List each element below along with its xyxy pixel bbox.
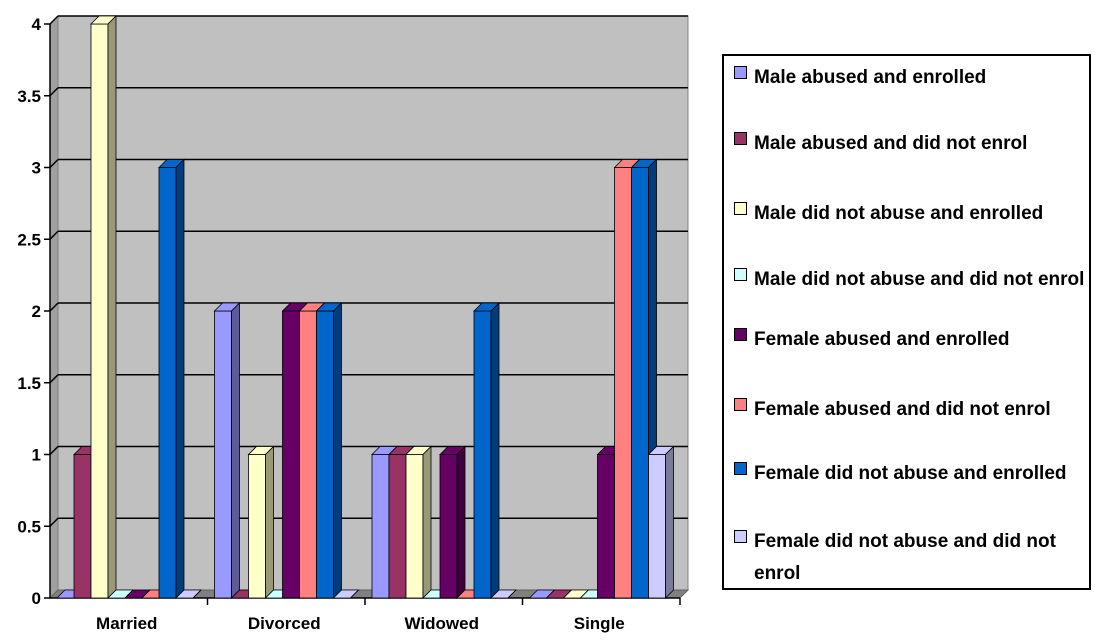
bar [614,167,632,599]
x-tick-label: Widowed [405,614,479,633]
bar-side [350,589,359,599]
bar [158,167,177,599]
bar-side [456,445,466,599]
bar-side [265,445,274,599]
legend-swatch [734,530,747,543]
bar-side [665,445,674,599]
legend-swatch [734,202,747,215]
legend-label: Female abused and did not enrol [754,399,1051,420]
y-tick-label: 3 [32,159,41,178]
y-tick-label: 4 [32,15,42,34]
bar [648,454,666,599]
bar [473,310,492,599]
bar-side [507,589,517,599]
y-tick-label: 0.5 [17,517,41,536]
y-tick-label: 3.5 [17,87,41,106]
y-tick-label: 2.5 [17,230,41,249]
gridline-side [49,87,59,97]
legend-swatch [734,462,747,475]
legend-label: Female did not abuse and did not enrol [754,531,1056,584]
bar [299,310,317,599]
y-tick-label: 1.5 [17,374,41,393]
bar [282,310,300,599]
bar-side [175,158,185,599]
gridline-side [49,230,59,240]
gridline-side [49,445,59,456]
bar [597,454,615,599]
legend-swatch [734,268,747,281]
bar-side [333,302,342,599]
chart-legend: Male abused and enrolled Male abused and … [722,54,1091,590]
bar [90,23,109,599]
x-tick-label: Single [574,614,625,633]
bar [631,167,649,599]
bar [439,454,458,599]
bar-side [192,589,202,599]
legend-swatch [734,66,747,79]
legend-swatch [734,398,747,411]
bar [316,310,334,599]
bar [73,454,92,599]
legend-label: Female did not abuse and enrolled [754,463,1067,484]
bar [405,454,424,599]
y-tick-label: 0 [32,589,41,608]
legend-label: Male did not abuse and did not enrol [754,269,1085,290]
bar [371,454,390,599]
gridline-side [49,158,59,169]
x-tick-label: Married [96,614,157,633]
legend-label: Male abused and did not enrol [754,133,1028,154]
legend-label: Female abused and enrolled [754,329,1010,350]
x-tick-label: Divorced [248,614,321,633]
y-tick-label: 1 [32,446,41,465]
bar [248,454,266,599]
bar-side [231,302,240,599]
bar [214,310,232,599]
legend-swatch [734,132,747,145]
legend-label: Male abused and enrolled [754,67,987,88]
bar-side [490,302,500,599]
y-tick-label: 2 [32,302,41,321]
bar [388,454,407,599]
gridline-side [49,517,59,527]
bar-side [422,445,432,599]
gridline-side [49,302,59,312]
gridline-side [49,374,59,384]
bar-side [107,15,117,599]
legend-label: Male did not abuse and enrolled [754,203,1044,224]
legend-swatch [734,328,747,341]
gridline-side [49,15,59,25]
